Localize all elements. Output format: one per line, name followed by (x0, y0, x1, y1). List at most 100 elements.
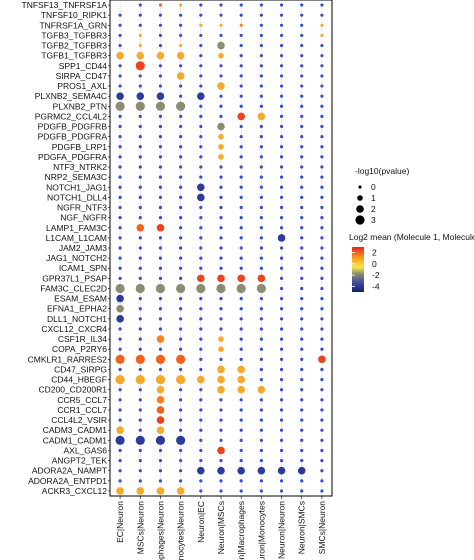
data-point (138, 3, 142, 7)
data-point (219, 428, 223, 432)
data-point (136, 92, 145, 100)
data-point (320, 165, 324, 169)
data-point (239, 43, 243, 48)
data-point (279, 489, 284, 493)
data-point (279, 448, 284, 453)
data-point (156, 335, 165, 343)
data-point (158, 145, 163, 149)
row-label: ADORA2A_ENTPD1 (28, 476, 107, 486)
data-point (239, 317, 243, 321)
data-point (199, 23, 203, 27)
data-point (320, 246, 324, 250)
row-label: ACKR3_CXCL12 (42, 486, 107, 496)
data-point (239, 479, 243, 483)
data-point (179, 135, 183, 139)
data-point (279, 74, 284, 78)
data-point (259, 327, 263, 331)
data-point (179, 205, 183, 210)
data-point (300, 398, 304, 402)
row-label: CCL4L2_VSIR (51, 415, 107, 425)
row-label: PGRMC2_CCL4L2 (35, 111, 108, 121)
column-label: Monocytes|Neuron (176, 501, 186, 560)
data-point (259, 205, 263, 210)
data-point (237, 375, 245, 384)
data-point (218, 346, 224, 353)
data-point (239, 124, 243, 129)
data-point (300, 175, 304, 179)
data-point (279, 64, 284, 68)
data-point (279, 357, 284, 361)
data-point (118, 448, 122, 453)
data-point (320, 398, 324, 402)
data-point (155, 283, 166, 294)
data-point (176, 72, 185, 80)
data-point (138, 317, 142, 321)
data-point (179, 418, 183, 422)
data-point (259, 438, 263, 442)
column-label: Neuron|SMCs (297, 501, 307, 554)
row-label: FAM3C_CLEC2D (40, 283, 107, 293)
data-point (116, 304, 124, 313)
data-point (115, 283, 125, 294)
data-point (219, 307, 223, 311)
data-point (239, 54, 243, 58)
data-point (158, 155, 163, 159)
data-point (118, 155, 122, 159)
color-legend-ticks: 20-2-4 (352, 248, 380, 291)
data-point (156, 406, 165, 414)
data-point (219, 33, 223, 38)
data-point (138, 398, 142, 402)
data-point (156, 51, 165, 60)
data-point (199, 388, 203, 392)
data-point (279, 297, 284, 301)
data-point (219, 327, 223, 331)
data-point (320, 135, 324, 139)
data-point (320, 438, 324, 442)
data-point (239, 216, 243, 220)
size-legend-label: 2 (371, 204, 376, 214)
data-point (256, 283, 266, 294)
data-point (219, 74, 223, 78)
data-point (219, 94, 223, 98)
data-point (156, 487, 165, 495)
row-label: NOTCH1_DLL4 (47, 192, 107, 202)
data-point (279, 266, 284, 270)
data-point (300, 13, 304, 17)
data-point (118, 145, 122, 149)
size-legend-dot (356, 205, 364, 213)
data-point (259, 135, 263, 139)
data-point (138, 276, 142, 280)
data-point (118, 175, 122, 179)
data-point (279, 398, 284, 402)
data-point (279, 114, 284, 119)
data-point (320, 195, 324, 199)
data-point (138, 114, 142, 119)
data-point (138, 195, 142, 199)
data-point (279, 246, 284, 250)
data-point (239, 256, 243, 260)
data-point (279, 135, 284, 139)
data-point (300, 479, 304, 483)
data-point (118, 469, 122, 473)
data-point (158, 175, 163, 179)
data-point (158, 347, 163, 351)
data-point (179, 388, 183, 392)
data-point (138, 43, 142, 48)
data-point (138, 165, 142, 169)
data-point (118, 398, 122, 402)
size-legend-label: 3 (371, 215, 376, 225)
data-point (138, 155, 142, 159)
data-point (320, 54, 324, 58)
data-point (300, 216, 304, 220)
data-point (239, 175, 243, 179)
data-point (277, 466, 286, 475)
color-legend-label: 2 (372, 248, 377, 258)
data-point (199, 54, 203, 58)
data-point (218, 336, 224, 342)
data-point (179, 246, 183, 250)
data-point (259, 124, 263, 129)
data-point (237, 385, 245, 394)
data-point (138, 23, 142, 27)
data-point (118, 458, 122, 463)
data-point (320, 458, 324, 463)
